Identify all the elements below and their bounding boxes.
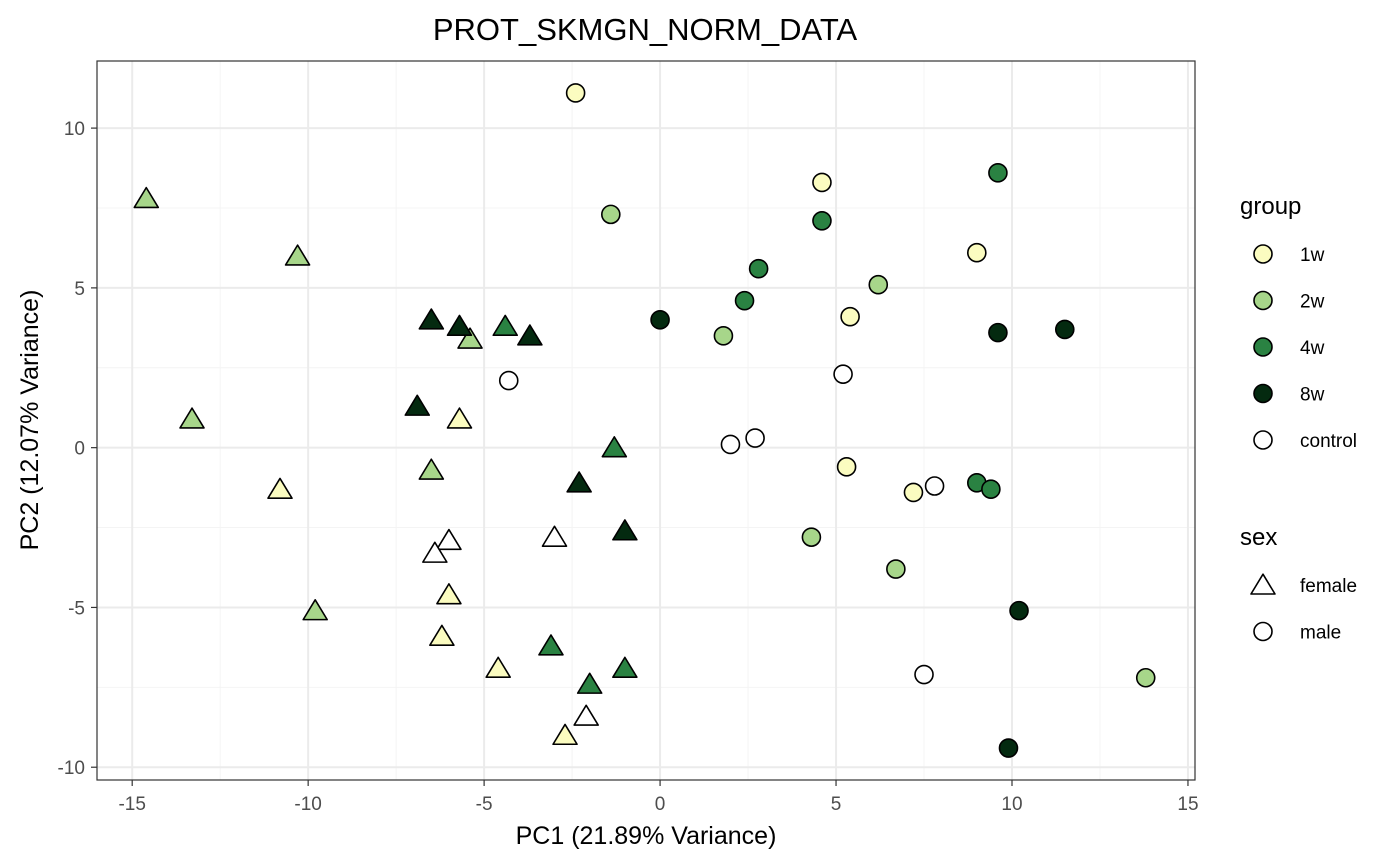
- chart-title: PROT_SKMGN_NORM_DATA: [433, 12, 858, 47]
- legend-title: sex: [1240, 524, 1277, 551]
- data-point-1w-male: [812, 172, 832, 193]
- data-point-2w-female: [284, 244, 311, 266]
- y-tick-label: 5: [74, 279, 85, 300]
- legend-label: 8w: [1300, 385, 1325, 406]
- legend-key-circle: [1253, 290, 1273, 311]
- legend-key-circle: [1253, 244, 1273, 264]
- x-tick-label: -10: [294, 794, 321, 815]
- data-point-control-female: [422, 541, 448, 563]
- data-point-8w-male: [650, 310, 670, 330]
- legend-key-circle: [1253, 430, 1273, 450]
- data-point-1w-female: [436, 583, 462, 605]
- data-point-8w-female: [404, 394, 431, 416]
- y-axis-label: PC2 (12.07% Variance): [16, 290, 44, 551]
- data-point-2w-male: [713, 326, 734, 346]
- x-tick-label: 0: [655, 794, 666, 815]
- legend-label: 2w: [1300, 292, 1325, 313]
- legend-label: control: [1300, 431, 1357, 452]
- x-axis: -15 -10 -5 0 5 10 15: [118, 780, 1199, 815]
- legend-label: male: [1300, 623, 1341, 644]
- y-axis: -10 -5 0 5 10: [58, 119, 97, 779]
- data-point-2w-female: [418, 458, 445, 480]
- data-point-2w-male: [868, 274, 889, 295]
- x-tick-label: -5: [476, 794, 493, 815]
- data-point-2w-female: [179, 407, 205, 429]
- data-point-8w-female: [517, 324, 543, 346]
- data-point-4w-male: [748, 258, 769, 279]
- data-point-8w-female: [418, 308, 445, 330]
- data-point-2w-male: [601, 204, 621, 225]
- y-tick-label: -5: [68, 598, 85, 619]
- data-point-2w-male: [1135, 667, 1156, 688]
- data-point-control-female: [541, 525, 568, 547]
- major-gridlines: [97, 61, 1195, 780]
- legend-label: 1w: [1300, 245, 1325, 266]
- y-tick-label: 10: [64, 119, 85, 140]
- x-tick-label: 10: [1001, 794, 1022, 815]
- data-point-1w-male: [903, 482, 924, 503]
- data-point-8w-male: [1009, 600, 1029, 621]
- legend-label: 4w: [1300, 338, 1325, 359]
- data-point-control-male: [745, 428, 765, 448]
- legend-group: group 1w 2w 4w 8w control: [1240, 193, 1357, 452]
- x-tick-label: 5: [831, 794, 842, 815]
- data-point-8w-male: [998, 738, 1019, 758]
- legend-title: group: [1240, 193, 1301, 220]
- data-point-2w-female: [457, 327, 483, 349]
- data-point-4w-male: [812, 210, 832, 231]
- data-point-control-female: [573, 704, 599, 726]
- data-point-4w-male: [988, 163, 1008, 183]
- data-point-4w-female: [601, 436, 628, 458]
- data-point-1w-male: [565, 83, 586, 103]
- data-point-2w-male: [886, 559, 906, 579]
- data-point-4w-female: [492, 314, 519, 337]
- x-tick-label: -15: [118, 794, 145, 815]
- data-point-4w-female: [538, 634, 564, 656]
- legend-key-circle: [1253, 383, 1273, 404]
- data-point-8w-male: [988, 322, 1008, 343]
- data-point-2w-female: [302, 599, 328, 621]
- data-point-1w-female: [552, 723, 578, 746]
- data-points: [133, 83, 1156, 758]
- data-point-1w-female: [267, 477, 293, 500]
- y-tick-label: 0: [74, 439, 85, 460]
- data-point-4w-female: [612, 656, 638, 678]
- data-point-control-male: [720, 434, 741, 455]
- data-point-1w-female: [429, 624, 455, 647]
- legend-key-circle: [1253, 621, 1273, 642]
- data-point-1w-male: [836, 457, 857, 477]
- data-point-control-male: [924, 476, 945, 496]
- plot-panel: [96, 60, 1196, 781]
- data-point-1w-male: [967, 242, 987, 263]
- data-point-1w-male: [840, 306, 860, 327]
- data-point-2w-female: [133, 186, 160, 209]
- data-point-2w-male: [801, 527, 822, 547]
- legend: group 1w 2w 4w 8w control sex female male: [1240, 193, 1357, 644]
- data-point-8w-female: [612, 519, 638, 541]
- x-tick-label: 15: [1177, 794, 1198, 815]
- data-point-1w-female: [485, 656, 511, 678]
- x-axis-label: PC1 (21.89% Variance): [516, 822, 777, 850]
- data-point-control-male: [833, 364, 853, 384]
- plot-panel-background: [97, 61, 1195, 780]
- legend-key-circle: [1253, 337, 1273, 357]
- data-point-4w-male: [981, 479, 1001, 500]
- data-point-8w-female: [446, 314, 473, 337]
- data-point-8w-male: [1054, 319, 1075, 340]
- legend-sex: sex female male: [1240, 524, 1357, 644]
- data-point-1w-female: [446, 407, 473, 429]
- legend-key-triangle: [1250, 573, 1276, 595]
- data-point-control-male: [914, 664, 934, 685]
- plot-panel-border: [96, 60, 1196, 781]
- data-point-8w-female: [566, 471, 592, 493]
- data-point-control-male: [498, 370, 519, 391]
- y-tick-label: -10: [58, 758, 85, 779]
- data-point-4w-female: [576, 672, 603, 694]
- legend-label: female: [1300, 576, 1357, 597]
- data-point-control-female: [436, 528, 462, 551]
- data-point-4w-male: [734, 290, 755, 311]
